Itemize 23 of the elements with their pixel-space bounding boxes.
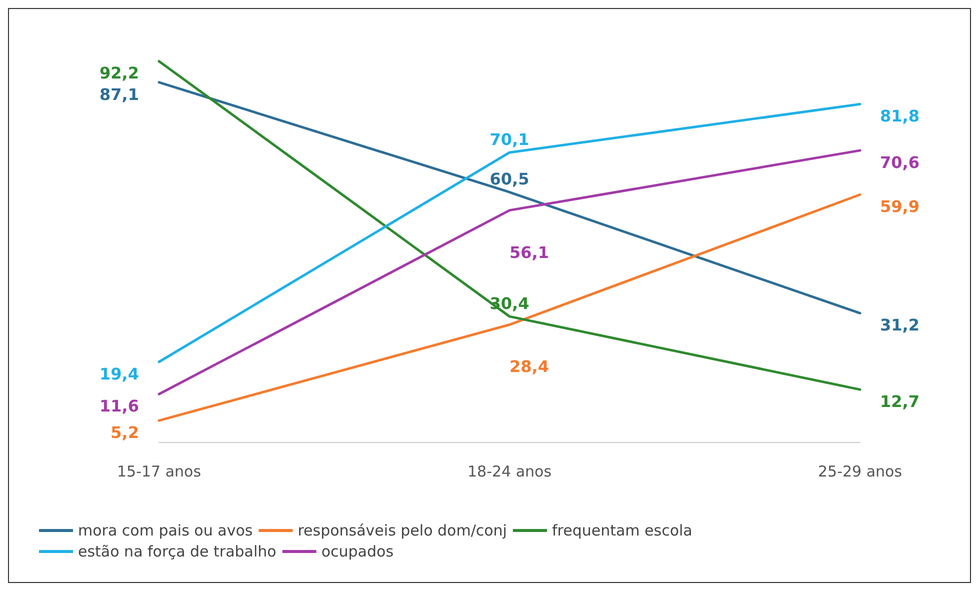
data-label: 19,4 [100, 364, 139, 384]
data-label: 70,1 [490, 130, 530, 149]
data-label: 59,9 [880, 197, 920, 216]
legend-label: frequentam escola [552, 522, 692, 540]
data-label: 60,5 [490, 170, 530, 189]
x-tick-label: 25-29 anos [818, 462, 902, 480]
legend-label: ocupados [321, 542, 394, 560]
x-tick-label: 15-17 anos [116, 462, 202, 480]
data-label: 56,1 [510, 242, 549, 262]
data-label: 70,6 [880, 152, 920, 172]
data-label: 28,4 [510, 357, 549, 376]
data-label: 92,2 [100, 64, 139, 83]
data-label: 12,7 [880, 392, 920, 412]
data-label: 30,4 [490, 294, 530, 313]
data-label: 87,1 [100, 84, 139, 104]
data-label: 5,2 [110, 423, 139, 442]
x-tick-label: 18-24 anos [467, 462, 552, 480]
data-label: 81,8 [880, 106, 920, 126]
legend-label: mora com pais ou avos [78, 522, 253, 540]
legend-label: responsáveis pelo dom/conj [298, 522, 507, 540]
legend-label: estão na força de trabalho [78, 542, 276, 560]
data-label: 31,2 [880, 316, 920, 335]
data-label: 11,6 [100, 396, 139, 416]
